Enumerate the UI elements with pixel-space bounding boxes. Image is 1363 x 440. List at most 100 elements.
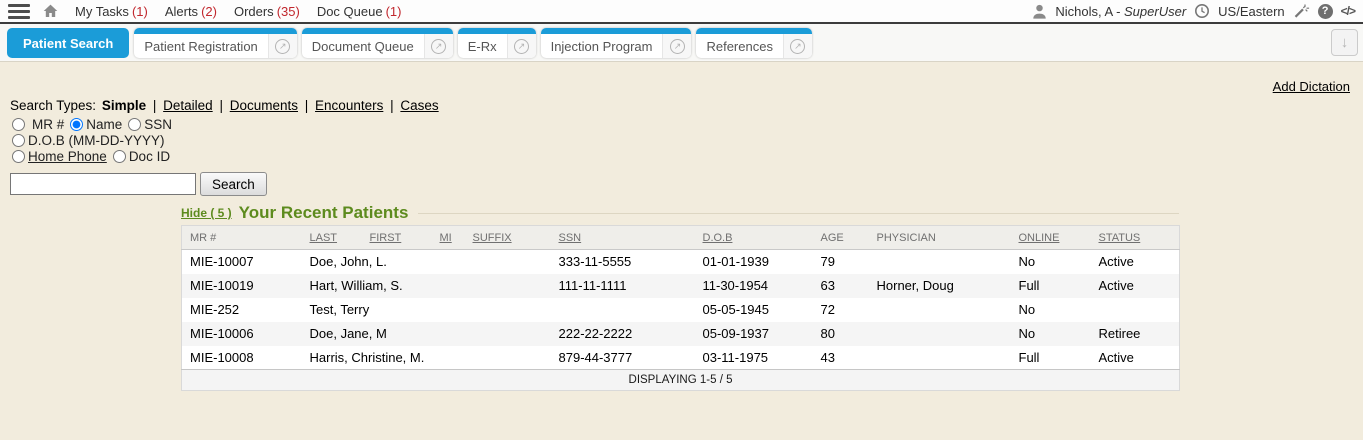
radio-doc-id[interactable] <box>112 150 126 163</box>
paging-status: DISPLAYING 1-5 / 5 <box>181 369 1180 391</box>
tab-e-rx[interactable]: E-Rx ↗ <box>457 28 536 58</box>
nav-doc-queue[interactable]: Doc Queue (1) <box>316 3 402 19</box>
radio-ssn[interactable] <box>128 118 142 131</box>
patient-search-panel: Search Types: Simple | Detailed | Docume… <box>10 98 439 196</box>
download-arrow-icon: ↓ <box>1340 34 1349 51</box>
search-type-encounters[interactable]: Encounters <box>315 98 384 113</box>
table-row[interactable]: MIE-10019 Hart, William, S. 111-11-1111 … <box>181 273 1180 298</box>
tab-accent-strip <box>301 28 453 34</box>
cell-name: Harris, Christine, M. <box>309 349 425 365</box>
cell-age: 43 <box>820 349 835 365</box>
tab-label: Patient Registration <box>144 38 258 54</box>
col-mi[interactable]: MI <box>431 225 465 250</box>
cell-status: Active <box>1098 278 1134 293</box>
cell-status: Active <box>1098 349 1134 365</box>
table-row[interactable]: MIE-10008 Harris, Christine, M. 879-44-3… <box>182 346 1180 370</box>
radio-home-phone[interactable] <box>12 150 25 163</box>
recent-patients-header: Hide ( 5 ) Your Recent Patients <box>181 203 1179 223</box>
open-new-window-icon[interactable]: ↗ <box>506 34 536 58</box>
search-button[interactable]: Search <box>200 172 267 196</box>
code-icon[interactable]: </> <box>1340 4 1356 18</box>
timezone-label[interactable]: US/Eastern <box>1218 3 1285 19</box>
nav-orders[interactable]: Orders (35) <box>233 3 300 19</box>
radio-name[interactable] <box>70 118 84 131</box>
cell-name: Doe, Jane, M <box>309 326 387 341</box>
cell-mr: MIE-10007 <box>190 254 254 270</box>
top-bar: My Tasks (1) Alerts (2) Orders (35) Doc Que… <box>0 0 1363 24</box>
table-row[interactable]: MIE-10007 Doe, John, L. 333-11-5555 01-0… <box>182 250 1180 274</box>
home-icon[interactable] <box>42 3 59 19</box>
cell-status: Active <box>1098 254 1134 270</box>
search-type-simple[interactable]: Simple <box>101 98 147 113</box>
cell-status: Retiree <box>1098 326 1141 341</box>
cell-ssn: 333-11-5555 <box>558 254 632 270</box>
cell-dob: 01-01-1939 <box>702 254 770 270</box>
search-types-label: Search Types: <box>10 98 97 113</box>
open-new-window-icon[interactable]: ↗ <box>662 34 692 58</box>
col-first[interactable]: FIRST <box>361 225 432 250</box>
cell-name: Test, Terry <box>309 302 370 317</box>
cell-online: No <box>1018 254 1036 270</box>
cell-mr: MIE-10008 <box>190 349 254 365</box>
cell-dob: 11-30-1954 <box>702 278 769 293</box>
user-name[interactable]: Nichols, A - SuperUser <box>1055 3 1187 19</box>
cell-status <box>1091 298 1180 322</box>
cell-ssn: 111-11-1111 <box>558 278 627 293</box>
col-last[interactable]: LAST <box>301 225 362 250</box>
tab-accent-strip <box>540 28 692 34</box>
col-dob[interactable]: D.O.B <box>694 225 813 250</box>
open-new-window-icon[interactable]: ↗ <box>423 34 453 58</box>
tab-injection-program[interactable]: Injection Program ↗ <box>540 28 692 58</box>
open-new-window-icon[interactable]: ↗ <box>267 34 297 58</box>
table-row[interactable]: MIE-252 Test, Terry 05-05-1945 72 No <box>182 298 1180 322</box>
col-ssn[interactable]: SSN <box>550 225 695 250</box>
tab-accent-strip <box>696 28 812 34</box>
radio-dob[interactable] <box>12 134 25 147</box>
nav-alerts[interactable]: Alerts (2) <box>164 3 217 19</box>
search-type-detailed[interactable]: Detailed <box>163 98 213 113</box>
table-row[interactable]: MIE-10006 Doe, Jane, M 222-22-2222 05-09… <box>181 321 1180 346</box>
table-footer-row: DISPLAYING 1-5 / 5 <box>181 369 1180 391</box>
tab-references[interactable]: References ↗ <box>696 28 812 58</box>
radio-mr-number[interactable] <box>12 118 25 131</box>
cell-ssn: 222-22-2222 <box>558 326 633 341</box>
recent-patients-table: MR # LAST FIRST MI SUFFIX SSN D.O.B AGE … <box>181 225 1180 391</box>
cell-dob: 03-11-1975 <box>702 349 769 365</box>
cell-online: No <box>1018 302 1036 317</box>
top-nav: My Tasks (1) Alerts (2) Orders (35) Doc Que… <box>75 4 401 19</box>
nav-my-tasks[interactable]: My Tasks (1) <box>75 3 148 19</box>
recent-patients-title: Your Recent Patients <box>238 203 409 222</box>
wand-icon[interactable] <box>1293 3 1310 19</box>
col-age: AGE <box>812 225 869 250</box>
tab-patient-registration[interactable]: Patient Registration ↗ <box>134 28 297 58</box>
cell-online: Full <box>1018 278 1040 293</box>
download-button[interactable]: ↓ <box>1331 29 1358 56</box>
help-icon[interactable]: ? <box>1317 3 1333 19</box>
user-icon <box>1032 4 1047 19</box>
tab-document-queue[interactable]: Document Queue ↗ <box>301 28 453 58</box>
cell-mr: MIE-10019 <box>190 278 254 293</box>
tab-label: Injection Program <box>550 38 653 54</box>
col-mr-number: MR # <box>181 225 302 250</box>
col-physician: PHYSICIAN <box>868 225 1011 250</box>
hide-link[interactable]: Hide ( 5 ) <box>181 206 232 220</box>
col-online[interactable]: ONLINE <box>1010 225 1091 250</box>
search-type-documents[interactable]: Documents <box>229 98 298 113</box>
open-new-window-icon[interactable]: ↗ <box>782 34 812 58</box>
col-suffix[interactable]: SUFFIX <box>464 225 551 250</box>
menu-icon[interactable] <box>8 3 30 19</box>
tab-label: E-Rx <box>467 38 497 54</box>
tab-patient-search[interactable]: Patient Search <box>7 28 130 58</box>
cell-ssn: 879-44-3777 <box>558 349 633 365</box>
add-dictation-link[interactable]: Add Dictation <box>1272 79 1350 94</box>
cell-dob: 05-09-1937 <box>702 326 770 341</box>
cell-mr: MIE-10006 <box>190 326 254 341</box>
col-status[interactable]: STATUS <box>1090 225 1180 250</box>
tab-label: References <box>706 38 773 54</box>
cell-ssn <box>551 298 695 322</box>
search-input[interactable] <box>10 173 196 195</box>
doc-queue-count: (1) <box>385 3 402 19</box>
cell-dob: 05-05-1945 <box>702 302 770 317</box>
search-type-cases[interactable]: Cases <box>400 98 439 113</box>
cell-physician: Horner, Doug <box>876 278 954 293</box>
